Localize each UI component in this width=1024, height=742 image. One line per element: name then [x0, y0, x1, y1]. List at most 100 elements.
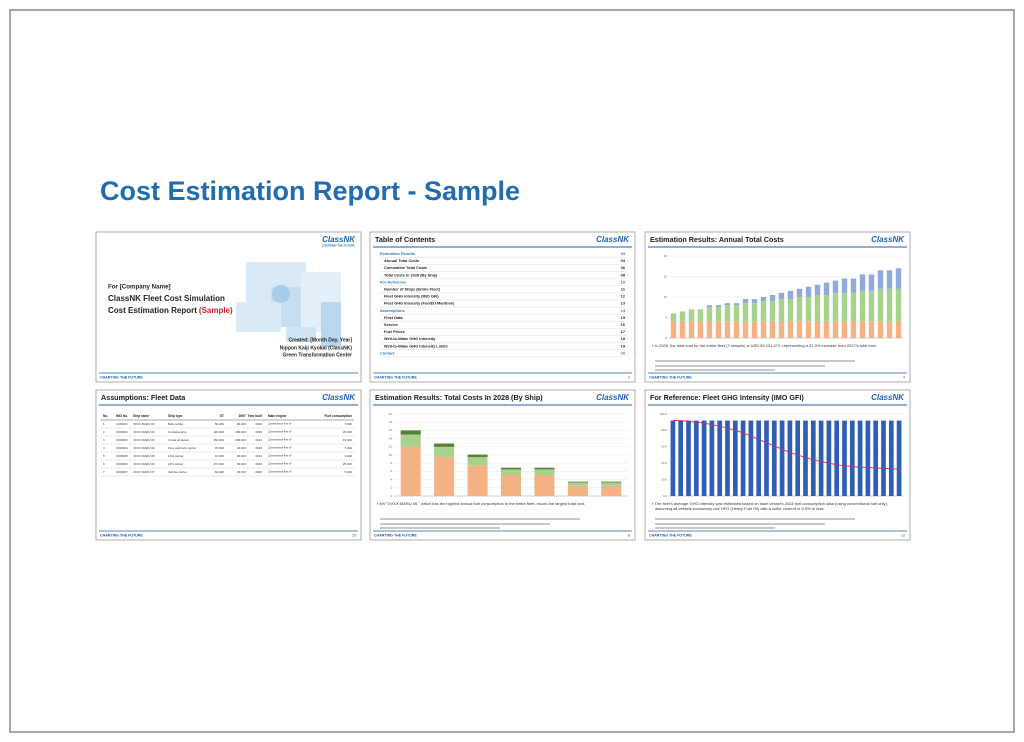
table-cell: 30,000 — [237, 454, 247, 458]
bar-segment — [701, 420, 707, 496]
table-cell: 5,000 — [344, 470, 352, 474]
toc-page: 18 — [621, 336, 626, 341]
toc-label: Cumulative Total Costs — [384, 265, 427, 270]
table-cell: XXXX MARU 06 — [133, 462, 155, 466]
logo: ClassNK — [596, 235, 630, 244]
bar-segment — [888, 420, 894, 496]
bar-segment — [567, 485, 588, 496]
bar-segment — [534, 475, 555, 496]
y-tick-label: 0 — [390, 494, 392, 498]
y-tick-label: 12 — [389, 445, 393, 449]
bar-segment — [467, 454, 488, 458]
bar-segment — [895, 321, 902, 338]
bar-segment — [500, 469, 522, 476]
bar-segment — [832, 292, 839, 322]
bar-segment — [895, 268, 902, 289]
table-cell: Crude oil tanker — [168, 438, 189, 442]
bar-segment — [814, 284, 821, 295]
toc-page: 03 — [621, 251, 626, 256]
table-cell: 90,000 — [237, 422, 247, 426]
toc-page: 16 — [621, 322, 626, 327]
toc-label: Well-to-Wake GHG Intensity — [384, 336, 436, 341]
table-header: Year built — [248, 414, 263, 418]
toc-label: Service — [384, 322, 399, 327]
bar-segment — [601, 481, 622, 483]
y-tick-label: 6 — [390, 469, 392, 473]
illustration — [321, 302, 341, 347]
bar-segment — [670, 420, 676, 496]
bar-segment — [886, 270, 893, 289]
footer-text: CHARTING THE FUTURE — [374, 533, 417, 537]
toc-label: Fleet GHG Intensity (FuelEU Maritime) — [384, 301, 455, 306]
slide-title: Estimation Results: Total Costs In 2028 … — [375, 393, 543, 402]
bar-segment — [810, 420, 816, 496]
table-cell: 1000007 — [116, 470, 128, 474]
bar-segment — [697, 309, 704, 322]
toc-page: 15 — [621, 315, 626, 320]
bullet-placeholder — [380, 523, 550, 525]
bullet: ▪ In 2028, the total cost for the entire… — [652, 343, 877, 348]
bar-segment — [751, 299, 758, 304]
table-cell: 170,000 — [213, 462, 224, 466]
table-cell: Pure car/truck carrier — [168, 446, 196, 450]
bar-segment — [679, 311, 686, 322]
table-cell: Conventional fuel oil — [268, 470, 292, 474]
bar-segment — [567, 482, 588, 486]
table-cell: 1 — [103, 422, 105, 426]
bar-segment — [400, 430, 421, 435]
bar-segment — [814, 321, 821, 338]
table-cell: 300,000 — [235, 438, 246, 442]
slide-title: Assumptions: Fleet Data — [101, 393, 186, 402]
y-tick-label: 20.0 — [661, 477, 667, 481]
table-cell: 25,000 — [343, 462, 353, 466]
bar-segment — [760, 297, 767, 302]
bar-segment — [706, 321, 713, 338]
bar-segment — [832, 280, 839, 293]
bullet-placeholder — [655, 369, 775, 371]
bar-segment — [400, 446, 421, 496]
bar-segment — [688, 321, 695, 338]
bar-segment — [834, 420, 840, 496]
bar-segment — [805, 297, 812, 322]
bar-segment — [467, 465, 488, 496]
cover-title-text: Cost Estimation Report — [108, 306, 197, 315]
y-tick-label: 0.0 — [663, 494, 668, 498]
table-cell: 2015 — [255, 430, 262, 434]
table-header: GT — [220, 414, 224, 418]
y-tick-label: 15 — [664, 274, 668, 278]
bar-segment — [778, 292, 785, 300]
toc-label: Well-to-Wake GHG Intensity Limits — [384, 343, 448, 348]
bar-segment — [748, 420, 754, 496]
y-tick-label: 60.0 — [661, 445, 667, 449]
footer-text: CHARTING THE FUTURE — [374, 375, 417, 379]
toc-page: 11 — [621, 287, 626, 292]
bar-segment — [842, 420, 847, 496]
toc-page: 12 — [621, 294, 626, 299]
bar-segment — [779, 420, 785, 496]
bar-segment — [896, 420, 902, 496]
table-cell: Vehicle carrier — [168, 470, 187, 474]
footer-text: CHARTING THE FUTURE — [649, 375, 692, 379]
table-cell: 5 — [103, 454, 105, 458]
logo: ClassNK — [596, 393, 630, 402]
illustration — [272, 285, 290, 303]
table-header: Fuel consumption — [325, 414, 353, 418]
toc-label: Assumptions — [380, 308, 405, 313]
table-cell: 50,000 — [215, 422, 225, 426]
bar-segment — [859, 274, 866, 291]
table-cell: 2016 — [255, 462, 262, 466]
table-header: No. — [103, 414, 108, 418]
toc-page: 08 — [621, 272, 626, 277]
bar-segment — [865, 420, 871, 496]
table-header: Ship type — [168, 414, 183, 418]
logo: ClassNK — [322, 393, 356, 402]
bar-segment — [724, 303, 731, 306]
bar-segment — [500, 475, 522, 496]
table-cell: Conventional fuel oil — [268, 462, 292, 466]
bar-segment — [670, 313, 677, 322]
bar-segment — [868, 290, 875, 322]
slide-frame — [95, 389, 362, 541]
footer-text: CHARTING THE FUTURE — [100, 375, 143, 379]
bar-segment — [857, 420, 863, 496]
